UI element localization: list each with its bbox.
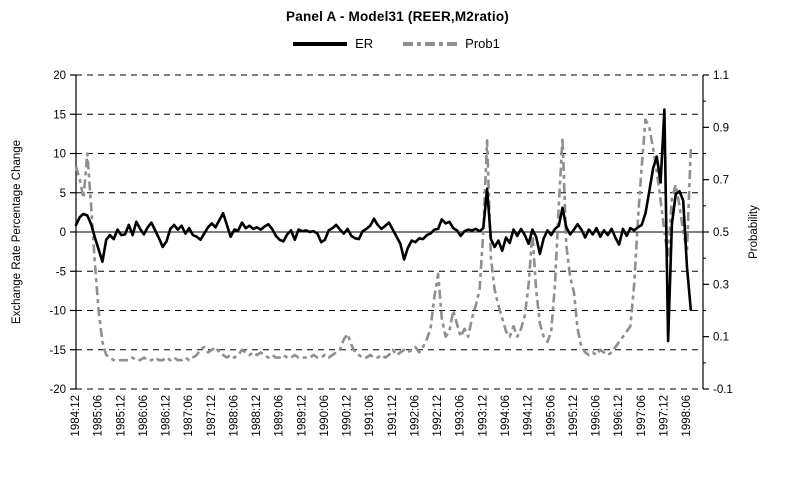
svg-text:1991:06: 1991:06 [364,395,376,437]
series-lines [74,108,693,362]
gridlines [76,74,703,390]
svg-text:1993:06: 1993:06 [455,395,467,437]
svg-text:1995:12: 1995:12 [568,395,580,437]
y-axis-left: 20 15 10 5 0 -5 -10 -15 -20 [49,70,76,396]
svg-text:-10: -10 [49,306,66,318]
svg-text:10: 10 [53,149,66,161]
svg-text:-15: -15 [49,345,66,357]
legend: ER Prob1 [0,36,795,51]
svg-text:0.7: 0.7 [713,175,729,187]
svg-text:1998:06: 1998:06 [681,395,693,437]
svg-text:5: 5 [60,188,66,200]
svg-text:1985:12: 1985:12 [115,395,127,437]
svg-text:0.9: 0.9 [713,122,729,134]
svg-text:1.1: 1.1 [713,70,729,82]
svg-text:1992:06: 1992:06 [409,395,421,437]
svg-text:-5: -5 [56,266,66,278]
er-line [74,108,693,343]
svg-text:1994:12: 1994:12 [523,395,535,437]
svg-text:-20: -20 [49,384,66,396]
svg-text:15: 15 [53,109,66,121]
prob1-line [74,118,693,362]
svg-text:1986:12: 1986:12 [161,395,173,437]
svg-text:1987:06: 1987:06 [183,395,195,437]
svg-text:1997:12: 1997:12 [658,395,670,437]
svg-text:0: 0 [60,227,66,239]
svg-text:1995:06: 1995:06 [545,395,557,437]
legend-prob1-line-swatch [403,41,458,46]
svg-text:1989:12: 1989:12 [296,395,308,437]
svg-text:1987:12: 1987:12 [206,395,218,437]
legend-er-line-swatch [293,41,348,46]
svg-text:1988:06: 1988:06 [228,395,240,437]
x-axis-labels: 1984:12 1985:06 1985:12 1986:06 1986:12 1987:… [70,395,693,437]
svg-text:1988:12: 1988:12 [251,395,263,437]
chart-title: Panel A - Model31 (REER,M2ratio) [286,9,509,24]
svg-text:1996:12: 1996:12 [613,395,625,437]
svg-text:1994:06: 1994:06 [500,395,512,437]
svg-text:20: 20 [53,70,66,82]
svg-text:1985:06: 1985:06 [93,395,105,437]
svg-text:1986:06: 1986:06 [138,395,150,437]
svg-text:1990:12: 1990:12 [342,395,354,437]
legend-prob1-label: Prob1 [465,36,500,51]
svg-text:-0.1: -0.1 [713,384,733,396]
svg-text:1993:12: 1993:12 [477,395,489,437]
svg-text:1984:12: 1984:12 [70,395,82,437]
y-axis-right: 1.1 0.9 0.7 0.5 0.3 0.1 -0.1 [703,70,733,396]
svg-text:0.3: 0.3 [713,279,729,291]
svg-text:1990:06: 1990:06 [319,395,331,437]
svg-text:1997:06: 1997:06 [636,395,648,437]
legend-er-label: ER [355,36,374,51]
svg-text:1992:12: 1992:12 [432,395,444,437]
svg-text:0.5: 0.5 [713,227,729,239]
svg-text:0.1: 0.1 [713,332,729,344]
svg-text:1989:06: 1989:06 [274,395,286,437]
svg-text:1996:06: 1996:06 [591,395,603,437]
svg-text:1991:12: 1991:12 [387,395,399,437]
